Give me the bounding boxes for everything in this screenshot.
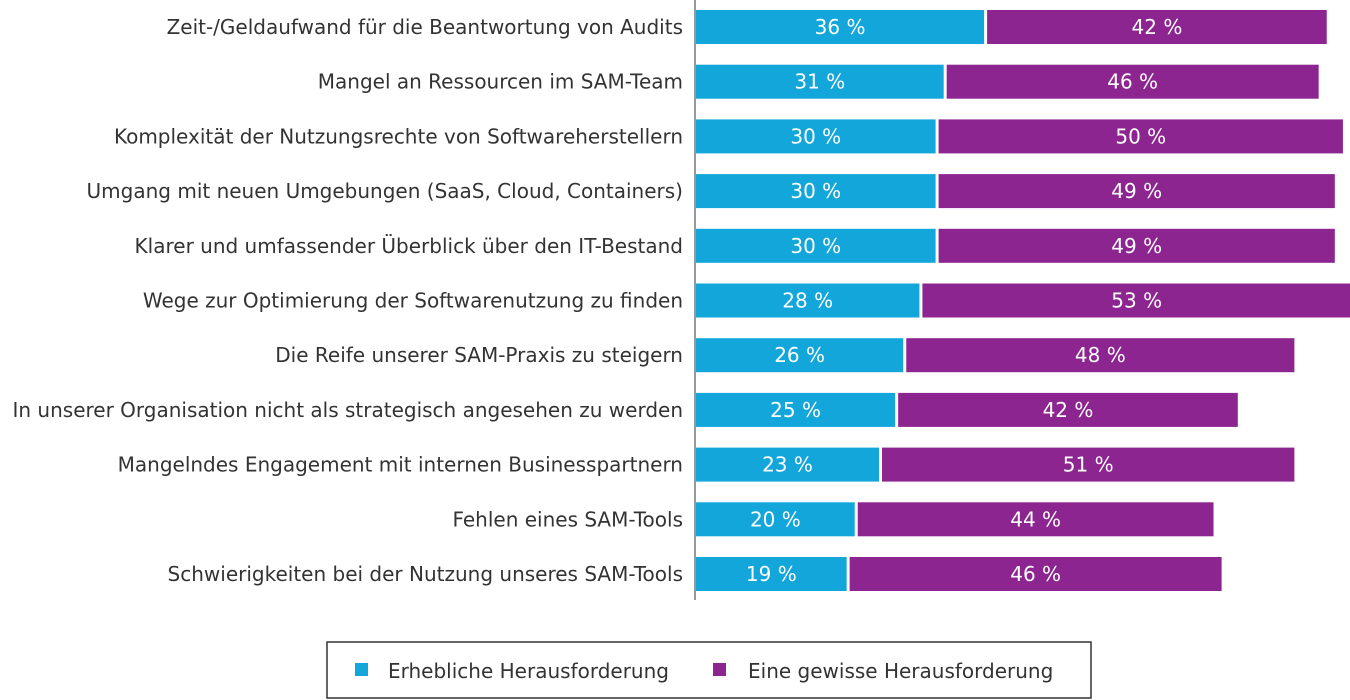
bar-gewisse xyxy=(881,447,1295,482)
bar-erhebliche xyxy=(696,119,936,154)
bar-erhebliche xyxy=(696,174,936,209)
category-label: Klarer und umfassender Überblick über de… xyxy=(135,234,683,258)
category-label: Schwierigkeiten bei der Nutzung unseres … xyxy=(168,562,683,586)
bar-gewisse xyxy=(898,392,1238,427)
category-label: In unserer Organisation nicht als strate… xyxy=(12,398,683,422)
bar-value-label: 26 % xyxy=(774,343,825,367)
bar-gewisse xyxy=(857,502,1214,537)
bar-gewisse xyxy=(922,283,1350,318)
bar-gewisse xyxy=(849,557,1222,591)
bar-value-label: 31 % xyxy=(794,70,845,94)
bar-value-label: 53 % xyxy=(1111,289,1162,313)
bar-erhebliche xyxy=(696,283,920,318)
bar-value-label: 42 % xyxy=(1132,15,1183,39)
bar-value-label: 49 % xyxy=(1111,179,1162,203)
category-label: Die Reife unserer SAM-Praxis zu steigern xyxy=(275,343,683,367)
bar-value-label: 23 % xyxy=(762,453,813,477)
bar-gewisse xyxy=(946,64,1319,99)
bar-erhebliche xyxy=(696,338,904,373)
bar-value-label: 30 % xyxy=(790,124,841,148)
bar-value-label: 51 % xyxy=(1063,453,1114,477)
bar-gewisse xyxy=(906,338,1295,373)
bar-value-label: 36 % xyxy=(815,15,866,39)
bar-value-label: 44 % xyxy=(1010,507,1061,531)
bar-erhebliche xyxy=(696,392,896,427)
category-label: Mangelndes Engagement mit internen Busin… xyxy=(118,453,683,477)
category-label: Fehlen eines SAM-Tools xyxy=(452,507,683,531)
bar-value-label: 30 % xyxy=(790,234,841,258)
category-label: Wege zur Optimierung der Softwarenutzung… xyxy=(143,289,683,313)
bar-value-label: 50 % xyxy=(1115,124,1166,148)
bar-value-label: 42 % xyxy=(1043,398,1094,422)
legend: Erhebliche Herausforderung Eine gewisse … xyxy=(326,641,1092,699)
legend-label-erhebliche: Erhebliche Herausforderung xyxy=(388,659,669,683)
category-label: Komplexität der Nutzungsrechte von Softw… xyxy=(114,124,683,148)
bar-value-label: 28 % xyxy=(782,289,833,313)
legend-label-gewisse: Eine gewisse Herausforderung xyxy=(748,659,1053,683)
bar-value-label: 30 % xyxy=(790,179,841,203)
category-label: Zeit-/Geldaufwand für die Beantwortung v… xyxy=(167,15,683,39)
bar-erhebliche xyxy=(696,557,847,591)
bar-value-label: 20 % xyxy=(750,507,801,531)
category-label: Mangel an Ressourcen im SAM-Team xyxy=(318,70,683,94)
category-labels: Zeit-/Geldaufwand für die Beantwortung v… xyxy=(12,15,683,586)
legend-swatch-erhebliche xyxy=(355,663,368,676)
bar-value-label: 49 % xyxy=(1111,234,1162,258)
bars: 36 % 42 % 31 % 46 % 30 % 50 % 30 % 49 % 30 % 49 %… xyxy=(696,10,1350,591)
bar-value-label: 46 % xyxy=(1107,70,1158,94)
bar-gewisse xyxy=(938,119,1343,154)
legend-swatch-gewisse xyxy=(713,663,726,676)
bar-gewisse xyxy=(938,228,1335,263)
bar-gewisse xyxy=(987,10,1327,44)
bar-erhebliche xyxy=(696,502,855,537)
bar-erhebliche xyxy=(696,10,985,44)
bar-value-label: 46 % xyxy=(1010,562,1061,586)
bar-erhebliche xyxy=(696,447,879,482)
bar-erhebliche xyxy=(696,64,944,99)
bar-value-label: 25 % xyxy=(770,398,821,422)
bar-value-label: 48 % xyxy=(1075,343,1126,367)
bar-erhebliche xyxy=(696,228,936,263)
bar-value-label: 19 % xyxy=(746,562,797,586)
category-label: Umgang mit neuen Umgebungen (SaaS, Cloud… xyxy=(87,179,683,203)
legend-box xyxy=(326,641,1092,699)
bar-gewisse xyxy=(938,174,1335,209)
